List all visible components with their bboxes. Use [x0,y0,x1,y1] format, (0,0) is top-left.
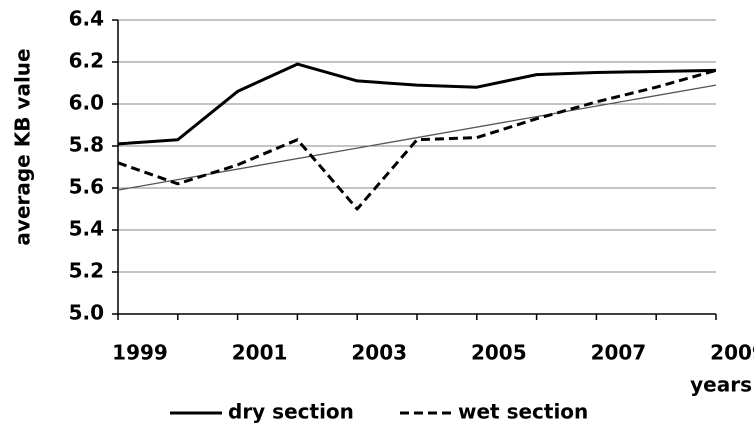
y-tick-label: 6.0 [69,91,104,115]
y-tick-label: 5.4 [69,217,104,241]
series-line [117,62,717,146]
legend-label: wet section [458,400,588,424]
x-tick-label: 2001 [232,341,288,365]
series-line [117,68,717,211]
x-tick-label: 2009 [710,341,754,365]
x-tick-label: 1999 [112,341,168,365]
y-axis-title: average KB value [11,48,35,245]
y-tick-label: 6.2 [69,49,104,73]
x-tick-label: 2005 [471,341,527,365]
legend-label: dry section [228,400,354,424]
y-tick-label: 5.2 [69,259,104,283]
trendline [117,84,717,191]
y-tick-label: 5.8 [69,133,104,157]
x-tick-label: 2003 [351,341,407,365]
y-tick-label: 5.6 [69,175,104,199]
x-tick-label: 2007 [591,341,647,365]
x-axis-title: years [690,373,752,397]
y-tick-label: 5.0 [69,301,104,325]
y-tick-label: 6.4 [69,7,104,31]
